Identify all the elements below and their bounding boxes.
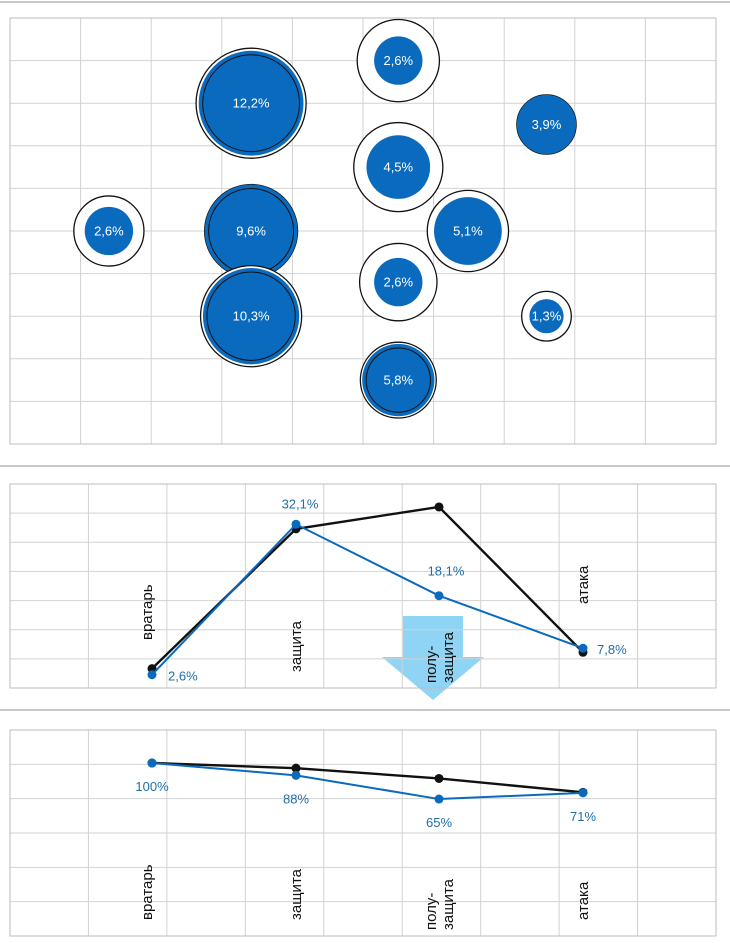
- line-chart-counts: 2,6% 32,1% 18,1% 7,8% вратарь защита полу-защи…: [9, 483, 717, 700]
- category-label: полу-защита: [423, 631, 457, 683]
- bubble-plot-frame: [9, 17, 717, 445]
- bubble: 3,9%: [516, 94, 577, 155]
- bubble: 2,6%: [358, 242, 438, 322]
- bubble-chart: 2,6% 12,2% 9,6% 10,3% 2,6% 4,5% 2,6% 5,8% 5,1% 3,…: [9, 17, 717, 445]
- bubble: 12,2%: [195, 47, 307, 159]
- series-line-blue: [151, 523, 584, 676]
- bubble-fill: [529, 299, 564, 334]
- bubble: 2,6%: [356, 18, 441, 103]
- line-plot-frame: [9, 729, 717, 937]
- bubble-label: 10,3%: [233, 309, 270, 324]
- series-point-blue: [434, 591, 444, 601]
- series-point-black: [291, 763, 301, 773]
- bubble-fill: [198, 50, 304, 156]
- bubble: 10,3%: [199, 265, 303, 368]
- data-label: 65%: [426, 815, 452, 830]
- data-label: 71%: [570, 809, 596, 824]
- data-label: 32,1%: [282, 496, 319, 511]
- series-point-black: [434, 773, 444, 783]
- data-label: 100%: [135, 779, 169, 794]
- bubble: 1,3%: [521, 290, 572, 342]
- category-label: атака: [575, 565, 592, 604]
- bubble: 2,6%: [73, 195, 145, 267]
- bubble-label: 3,9%: [532, 117, 562, 132]
- series-point-blue: [147, 758, 157, 768]
- category-label: вратарь: [139, 584, 156, 640]
- series-line-black: [151, 505, 584, 670]
- bubble-fill: [516, 94, 577, 155]
- series-point-blue: [578, 643, 588, 653]
- bubble: 4,5%: [353, 121, 444, 213]
- series-point-blue: [578, 788, 588, 798]
- bubble-fill: [362, 343, 435, 417]
- bubble-label: 5,8%: [383, 373, 413, 388]
- bubble-label: 4,5%: [383, 160, 413, 175]
- line-plot-frame: [9, 483, 717, 689]
- bubble-label: 5,1%: [453, 224, 483, 239]
- bubble-label: 1,3%: [532, 309, 562, 324]
- category-label: атака: [575, 881, 592, 920]
- series-point-blue: [434, 794, 444, 804]
- category-label: защита: [288, 620, 305, 672]
- bubble: 5,8%: [359, 341, 437, 419]
- category-label: полу-защита: [423, 878, 457, 930]
- bubble-inner-ring: [365, 347, 431, 413]
- bubble-fill: [366, 135, 431, 199]
- bubble-fill: [374, 257, 423, 307]
- down-arrow-icon: [382, 616, 484, 700]
- series-point-black: [434, 502, 444, 512]
- series-line-black: [151, 761, 584, 794]
- bubble-fill: [434, 197, 502, 265]
- bubble: 9,6%: [203, 183, 299, 279]
- series-point-blue: [147, 670, 157, 680]
- line-chart-percent: 100% 88% 65% 71% вратарь защита полу-защита ата…: [9, 729, 717, 937]
- category-label: защита: [288, 868, 305, 920]
- data-label: 2,6%: [168, 669, 198, 684]
- bubble-fill: [204, 184, 298, 278]
- series-point-blue: [291, 519, 301, 529]
- series-point-blue: [291, 770, 301, 780]
- bubble-label: 12,2%: [233, 96, 270, 111]
- bubble-label: 2,6%: [383, 53, 413, 68]
- bubble-label: 2,6%: [383, 275, 413, 290]
- series-line-blue: [151, 762, 584, 801]
- data-label: 18,1%: [428, 564, 465, 579]
- bubble-inner-ring: [202, 54, 300, 153]
- data-label: 7,8%: [597, 642, 627, 657]
- bubble: 5,1%: [426, 189, 510, 273]
- data-label: 88%: [283, 791, 309, 806]
- bubble-fill: [202, 268, 300, 365]
- bubble-label: 9,6%: [236, 224, 266, 239]
- category-label: вратарь: [139, 864, 156, 920]
- bubble-fill: [374, 36, 423, 85]
- bubble-label: 2,6%: [94, 224, 124, 239]
- bubble-inner-ring: [206, 271, 296, 361]
- bubble-fill: [84, 206, 134, 256]
